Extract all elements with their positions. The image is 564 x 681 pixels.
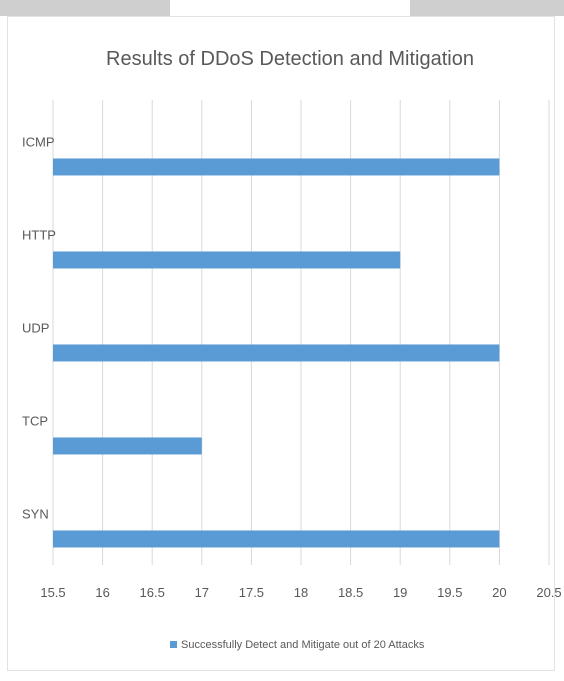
bar-http bbox=[53, 251, 401, 269]
category-label-syn: SYN bbox=[22, 506, 49, 521]
top-strip-notch bbox=[170, 0, 410, 16]
x-tick-label-9: 20 bbox=[492, 585, 506, 600]
x-tick-label-10: 20.5 bbox=[536, 585, 561, 600]
legend-label: Successfully Detect and Mitigate out of … bbox=[181, 639, 425, 651]
x-tick-label-2: 16.5 bbox=[140, 585, 165, 600]
x-tick-label-8: 19.5 bbox=[437, 585, 462, 600]
bar-syn bbox=[53, 530, 500, 548]
category-label-icmp: ICMP bbox=[22, 134, 55, 149]
category-labels: SYN TCP UDP HTTP ICMP bbox=[22, 134, 56, 521]
bar-icmp bbox=[53, 158, 500, 176]
x-tick-label-7: 19 bbox=[393, 585, 407, 600]
x-tick-label-3: 17 bbox=[195, 585, 209, 600]
legend: Successfully Detect and Mitigate out of … bbox=[170, 639, 425, 651]
category-label-http: HTTP bbox=[22, 227, 56, 242]
bar-tcp bbox=[53, 437, 202, 455]
category-label-tcp: TCP bbox=[22, 413, 48, 428]
x-tick-label-0: 15.5 bbox=[40, 585, 65, 600]
x-tick-label-1: 16 bbox=[95, 585, 109, 600]
x-tick-label-5: 18 bbox=[294, 585, 308, 600]
top-decorative-strip bbox=[0, 0, 564, 16]
x-tick-label-6: 18.5 bbox=[338, 585, 363, 600]
bar-udp bbox=[53, 344, 500, 362]
category-label-udp: UDP bbox=[22, 320, 49, 335]
legend-swatch bbox=[170, 641, 177, 648]
chart-title: Results of DDoS Detection and Mitigation bbox=[106, 48, 474, 70]
gridlines bbox=[52, 100, 550, 565]
chart-border bbox=[7, 16, 555, 671]
x-tick-labels: 15.5 16 16.5 17 17.5 18 18.5 19 19.5 20 20.5 bbox=[40, 585, 561, 600]
x-tick-label-4: 17.5 bbox=[239, 585, 264, 600]
bars bbox=[53, 158, 500, 548]
